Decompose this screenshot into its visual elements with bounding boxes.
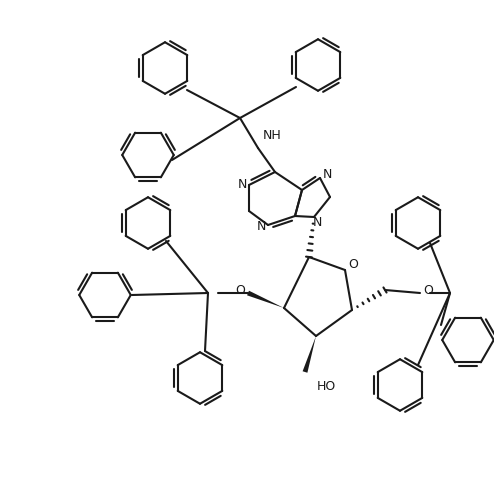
Text: NH: NH <box>263 129 282 142</box>
Text: N: N <box>237 179 247 192</box>
Text: O: O <box>423 284 433 297</box>
Text: N: N <box>322 168 331 181</box>
Text: N: N <box>256 220 266 233</box>
Polygon shape <box>303 336 316 373</box>
Text: O: O <box>348 259 358 272</box>
Polygon shape <box>247 291 284 308</box>
Text: N: N <box>312 216 322 228</box>
Text: HO: HO <box>317 380 336 393</box>
Text: O: O <box>235 285 245 298</box>
